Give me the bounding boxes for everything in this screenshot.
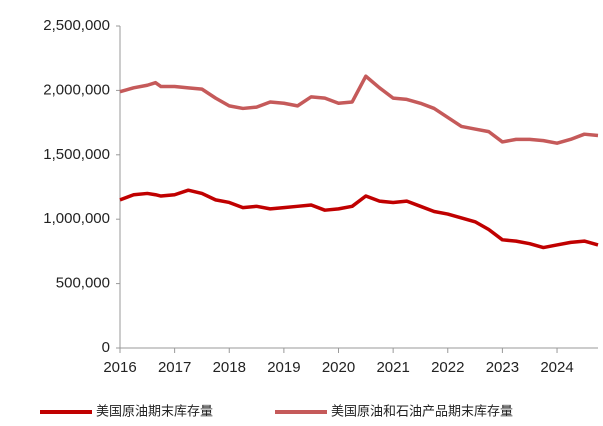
x-tick-label: 2016 xyxy=(103,359,136,376)
x-tick-label: 2022 xyxy=(431,359,464,376)
x-tick-label: 2021 xyxy=(376,359,409,376)
x-tick-label: 2019 xyxy=(267,359,300,376)
series-line xyxy=(119,74,599,145)
x-tick-label: 2023 xyxy=(486,359,519,376)
y-tick-label: 1,000,000 xyxy=(43,210,110,227)
series-line xyxy=(119,188,599,250)
legend-label: 美国原油期末库存量 xyxy=(96,404,213,420)
x-tick-label: 2017 xyxy=(158,359,191,376)
y-tick-label: 500,000 xyxy=(56,275,110,292)
y-tick-label: 1,500,000 xyxy=(43,146,110,163)
y-tick-label: 0 xyxy=(102,339,110,356)
y-tick-label: 2,500,000 xyxy=(43,17,110,34)
y-tick-label: 2,000,000 xyxy=(43,81,110,98)
x-tick-label: 2020 xyxy=(322,359,355,376)
x-tick-label: 2018 xyxy=(213,359,246,376)
legend-label: 美国原油和石油产品期末库存量 xyxy=(331,404,513,420)
x-tick-label: 2024 xyxy=(540,359,573,376)
